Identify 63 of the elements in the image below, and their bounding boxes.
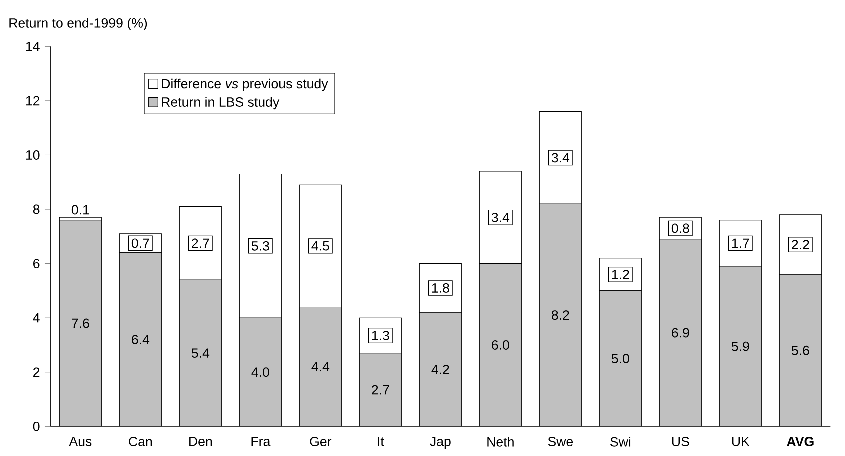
bar [180,280,222,427]
y-tick-label: 10 [26,150,40,160]
data-label: 1.2 [612,270,630,280]
data-label: 0.7 [132,238,150,248]
y-tick-label: 12 [26,96,40,106]
bar [480,264,522,427]
x-tick-label: Den [190,437,212,446]
bar [300,307,342,427]
data-label: 1.8 [432,284,450,293]
bar [360,353,402,427]
data-label: 2.7 [372,385,390,395]
bar [420,312,462,427]
x-tick-label: UK [732,437,750,446]
y-tick-label: 0 [33,422,40,432]
data-label: 6.0 [492,340,510,350]
y-axis-title: Return to end-1999 (%) [10,18,148,31]
x-tick-label: Can [129,437,152,446]
data-label: 1.3 [372,331,390,340]
y-tick-label: 8 [33,204,40,214]
bar [779,274,822,427]
bar [179,206,222,280]
data-label: 6.4 [132,335,150,345]
x-tick-label: Swe [548,437,574,446]
data-label: 5.4 [192,348,210,358]
x-tick-label: US [672,437,690,446]
data-label: 7.6 [72,318,90,328]
data-label: 8.2 [552,310,570,320]
y-tick-label: 6 [34,259,40,269]
x-tick-label: Fra [252,437,271,446]
data-label: 1.7 [732,238,750,248]
x-tick-label: Aus [69,437,92,446]
x-tick-label: Jap [430,437,451,449]
legend-label: Difference vs previous study [162,78,328,92]
legend-label: Return in LBS study [162,97,280,110]
x-tick-label: It [378,437,384,446]
data-label: 3.4 [552,153,570,163]
data-label: 5.3 [252,241,270,251]
data-label: 2.2 [792,240,810,250]
data-label: 4.2 [432,365,450,374]
data-label: 0.1 [72,205,90,215]
bar [540,204,582,427]
data-label: 6.9 [672,328,690,338]
bar [720,266,762,427]
data-label: 4.4 [312,362,330,372]
data-label: 5.6 [792,346,810,356]
bar [660,239,702,427]
x-tick-label: Neth [488,437,514,447]
data-label: 5.0 [612,354,630,364]
data-label: 0.8 [672,224,690,234]
x-tick-label: AVG [787,437,814,446]
data-label: 5.9 [732,342,750,352]
x-tick-label: Ger [310,437,332,446]
y-tick-label: 2 [34,368,40,378]
bar [240,318,282,427]
x-tick-label: Swi [610,437,631,447]
y-tick-label: 14 [26,42,40,52]
data-label: 3.4 [492,212,510,222]
bar [600,290,642,427]
data-label: 4.5 [312,241,330,251]
data-label: 2.7 [192,238,210,248]
y-tick-label: 4 [33,313,40,323]
bar [60,220,102,427]
data-label: 4.0 [252,368,270,378]
